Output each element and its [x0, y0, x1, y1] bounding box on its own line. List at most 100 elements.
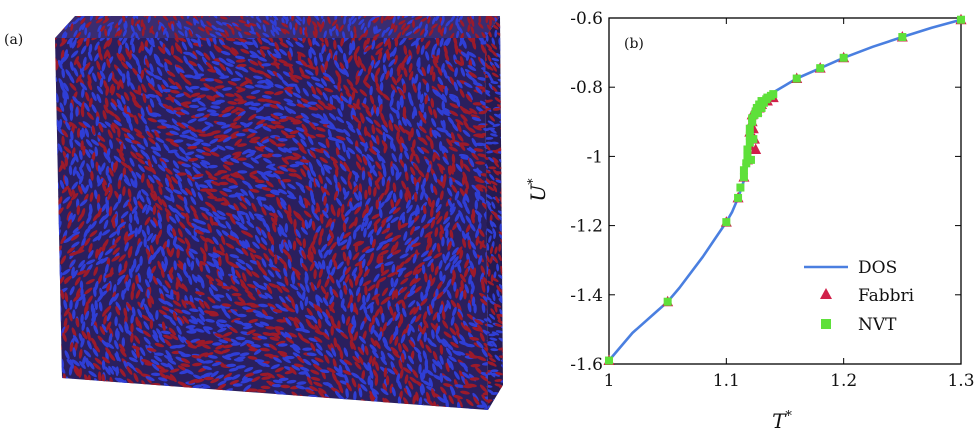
molecule-mark: [334, 138, 345, 144]
molecule-mark: [77, 213, 84, 222]
x-tick-label: 1: [604, 371, 615, 391]
molecule-mark: [407, 190, 412, 200]
molecule-mark: [460, 32, 464, 38]
molecule-mark: [284, 128, 294, 133]
molecule-mark: [378, 170, 384, 181]
molecule-mark: [327, 103, 337, 110]
molecule-mark: [373, 59, 381, 69]
molecule-mark: [217, 137, 227, 143]
molecule-mark: [234, 26, 242, 32]
molecule-mark: [63, 82, 69, 92]
molecule-mark: [235, 59, 246, 63]
molecule-mark: [188, 157, 199, 162]
molecule-mark: [73, 55, 80, 66]
molecule-mark: [55, 60, 59, 71]
molecule-mark: [232, 151, 242, 156]
molecule-mark: [369, 94, 375, 105]
molecule-mark: [176, 22, 182, 30]
molecule-mark: [152, 16, 157, 19]
molecule-mark: [209, 138, 219, 144]
molecule-mark: [300, 168, 307, 178]
molecule-mark: [119, 153, 126, 162]
molecule-mark: [114, 30, 121, 37]
molecule-mark: [476, 194, 485, 202]
molecule-mark: [58, 118, 63, 129]
molecule-mark: [113, 113, 121, 122]
molecule-mark: [88, 43, 93, 54]
molecule-mark: [122, 16, 126, 23]
molecule-mark: [444, 52, 450, 62]
molecule-mark: [446, 187, 453, 197]
molecule-mark: [71, 378, 75, 389]
molecule-mark: [470, 16, 475, 20]
molecule-mark: [255, 31, 261, 38]
molecule-mark: [55, 43, 58, 52]
molecule-mark: [50, 44, 54, 54]
molecule-mark: [239, 16, 244, 20]
molecule-mark: [309, 150, 317, 159]
molecule-mark: [413, 192, 418, 202]
molecule-mark: [279, 41, 289, 48]
molecule-mark: [359, 89, 368, 97]
molecule-mark: [141, 83, 147, 93]
molecule-mark: [148, 45, 153, 56]
molecule-mark: [177, 38, 187, 42]
molecule-mark: [99, 38, 108, 42]
molecule-mark: [471, 152, 479, 161]
molecule-mark: [212, 38, 217, 45]
molecule-mark: [299, 26, 303, 35]
molecule-mark: [265, 16, 269, 21]
molecule-mark: [292, 120, 303, 125]
molecule-mark: [82, 386, 88, 396]
molecule-mark: [172, 160, 180, 169]
molecule-mark: [172, 407, 181, 410]
molecule-mark: [450, 16, 456, 22]
molecule-mark: [380, 72, 385, 83]
molecule-mark: [427, 16, 431, 24]
molecule-mark: [342, 142, 346, 153]
molecule-mark: [75, 31, 82, 38]
molecule-mark: [436, 47, 441, 58]
molecule-mark: [340, 38, 345, 47]
molecule-mark: [125, 16, 129, 19]
molecule-mark: [158, 46, 165, 55]
molecule-mark: [326, 52, 331, 63]
molecule-mark: [98, 30, 102, 38]
molecule-mark: [152, 174, 161, 182]
molecule-mark: [73, 152, 79, 163]
molecule-mark: [246, 182, 254, 191]
molecule-mark: [135, 32, 139, 38]
molecule-mark: [500, 135, 503, 139]
molecule-mark: [250, 394, 261, 400]
molecule-mark: [301, 74, 311, 79]
y-tick-label: -0.8: [570, 78, 603, 98]
molecule-mark: [287, 50, 292, 61]
molecule-mark: [204, 78, 215, 82]
molecule-mark: [55, 405, 56, 410]
molecule-mark: [280, 130, 290, 137]
molecule-mark: [191, 97, 202, 103]
molecule-mark: [97, 382, 101, 393]
molecule-mark: [158, 185, 163, 196]
molecule-mark: [248, 211, 255, 221]
molecule-mark: [98, 16, 105, 20]
molecule-mark: [417, 169, 425, 178]
molecule-mark: [190, 196, 197, 205]
molecule-mark: [244, 101, 254, 106]
molecule-mark: [411, 16, 417, 19]
molecule-mark: [70, 213, 76, 223]
molecule-mark: [154, 130, 160, 140]
molecule-mark: [193, 211, 199, 221]
molecule-mark: [272, 153, 282, 158]
molecule-mark: [230, 157, 240, 164]
molecule-mark: [57, 59, 63, 70]
molecule-mark: [249, 188, 260, 193]
molecule-mark: [207, 398, 218, 403]
molecule-mark: [85, 385, 94, 393]
molecule-mark: [240, 41, 249, 50]
molecule-mark: [234, 406, 244, 410]
molecule-mark: [352, 114, 360, 123]
molecule-mark: [266, 69, 276, 77]
molecule-mark: [224, 93, 235, 97]
legend-marker-nvt: [821, 319, 831, 329]
